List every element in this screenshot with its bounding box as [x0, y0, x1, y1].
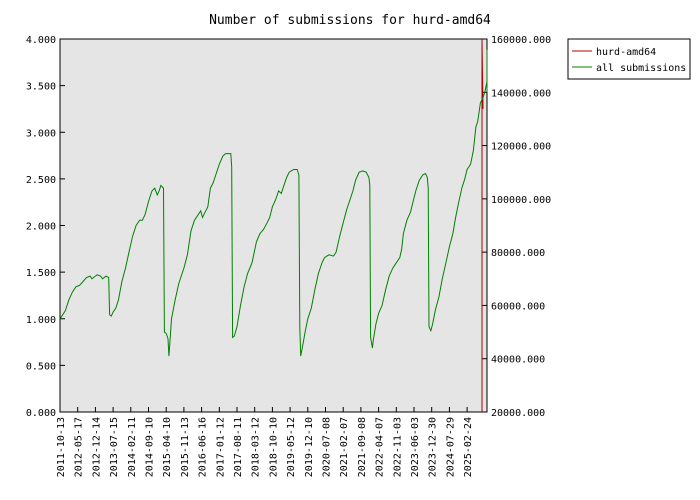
x-tick-label: 2018-03-12	[251, 417, 262, 477]
right-tick-label: 20000.000	[491, 408, 545, 419]
right-tick-label: 80000.000	[491, 248, 545, 259]
x-axis: 2011-10-13 2012-05-17 2012-12-14 2013-07-15…	[56, 407, 474, 477]
left-tick-label: 4.000	[26, 35, 56, 46]
x-tick-label: 2021-02-07	[339, 417, 350, 477]
x-tick-label: 2017-08-11	[233, 417, 244, 477]
left-tick-label: 2.000	[26, 222, 56, 233]
right-tick-label: 140000.000	[491, 88, 551, 99]
legend: hurd-amd64 all submissions	[567, 38, 691, 80]
x-tick-label: 2022-11-03	[392, 417, 403, 477]
x-tick-label: 2012-05-17	[74, 417, 85, 477]
chart-title: Number of submissions for hurd-amd64	[209, 13, 491, 28]
left-tick-label: 2.500	[26, 175, 56, 186]
legend-box	[567, 38, 691, 80]
left-tick-label: 0.500	[26, 361, 56, 372]
x-tick-label: 2021-09-08	[357, 417, 368, 477]
series-layer	[59, 38, 488, 412]
x-tick-label: 2022-04-07	[375, 417, 386, 477]
x-tick-label: 2015-04-10	[162, 417, 173, 477]
right-y-axis: 20000.000 40000.000 60000.000 80000.000 1000…	[482, 35, 551, 419]
left-tick-label: 3.000	[26, 128, 56, 139]
right-tick-label: 60000.000	[491, 301, 545, 312]
x-tick-label: 2017-01-12	[215, 417, 226, 477]
plot-area	[59, 38, 488, 413]
x-tick-label: 2012-12-14	[91, 417, 102, 477]
legend-label-all-submissions: all submissions	[596, 63, 686, 74]
left-tick-label: 1.000	[26, 315, 56, 326]
x-tick-label: 2023-12-30	[428, 417, 439, 477]
series-line-hurd-amd64	[481, 38, 484, 412]
left-tick-label: 3.500	[26, 82, 56, 93]
x-tick-label: 2019-05-12	[286, 417, 297, 477]
x-tick-label: 2020-07-08	[322, 417, 333, 477]
x-tick-label: 2025-02-24	[463, 417, 474, 477]
x-tick-label: 2016-06-16	[198, 417, 209, 477]
x-tick-label: 2018-10-10	[268, 417, 279, 477]
legend-label-hurd-amd64: hurd-amd64	[596, 47, 656, 58]
series-line-all-submissions	[59, 49, 488, 357]
x-tick-label: 2015-11-13	[180, 417, 191, 477]
right-tick-label: 100000.000	[491, 195, 551, 206]
x-tick-label: 2013-07-15	[109, 417, 120, 477]
x-tick-label: 2019-12-10	[304, 417, 315, 477]
left-tick-label: 1.500	[26, 268, 56, 279]
x-tick-label: 2011-10-13	[56, 417, 67, 477]
left-y-axis: 0.000 0.500 1.000 1.500 2.000 2.500 3.000 3.500…	[26, 35, 65, 419]
right-tick-label: 120000.000	[491, 142, 551, 153]
x-tick-label: 2023-06-03	[410, 417, 421, 477]
x-tick-label: 2014-09-10	[145, 417, 156, 477]
left-tick-label: 0.000	[26, 408, 56, 419]
x-tick-label: 2024-07-29	[445, 417, 456, 477]
x-tick-label: 2014-02-11	[127, 417, 138, 477]
right-tick-label: 160000.000	[491, 35, 551, 46]
right-tick-label: 40000.000	[491, 355, 545, 366]
